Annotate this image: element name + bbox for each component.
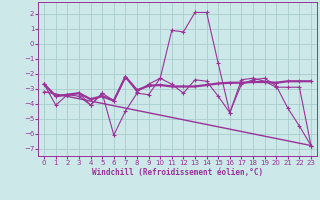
X-axis label: Windchill (Refroidissement éolien,°C): Windchill (Refroidissement éolien,°C)	[92, 168, 263, 177]
